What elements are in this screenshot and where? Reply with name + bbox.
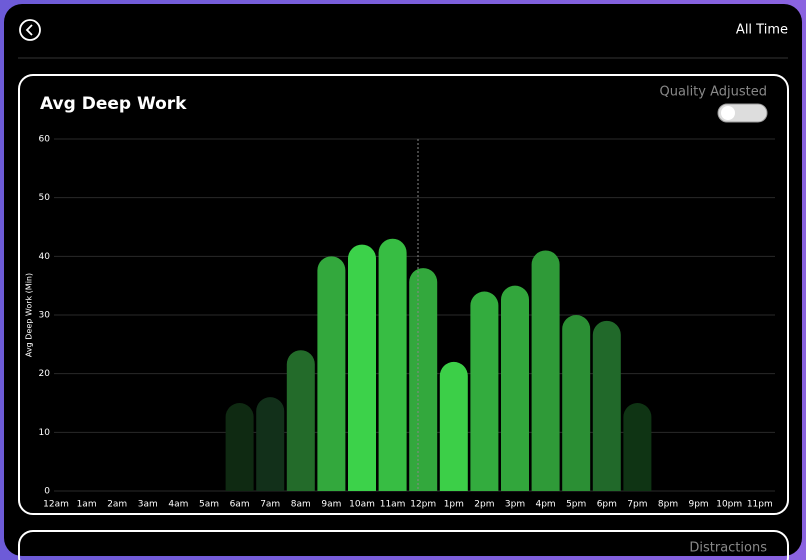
toggle-label: Quality Adjusted: [660, 85, 767, 100]
x-tick-label: 10pm: [716, 500, 742, 510]
x-tick-label: 4pm: [535, 500, 555, 510]
x-tick-label: 1am: [77, 500, 97, 510]
x-tick-label: 9am: [321, 500, 341, 510]
y-tick-label: 50: [39, 193, 51, 203]
bar: [225, 403, 254, 491]
bar: [470, 291, 499, 491]
bar: [256, 397, 285, 491]
bar: [562, 315, 591, 491]
y-tick-label: 40: [39, 252, 51, 262]
x-tick-label: 3am: [138, 500, 158, 510]
x-tick-label: 6am: [230, 500, 250, 510]
y-tick-label: 30: [39, 311, 51, 321]
x-tick-label: 10am: [349, 500, 375, 510]
x-tick-label: 11pm: [747, 500, 773, 510]
y-tick-label: 20: [39, 369, 51, 379]
bar: [623, 403, 652, 491]
bar: [592, 320, 621, 491]
x-tick-label: 11am: [380, 500, 406, 510]
next-card: [18, 530, 789, 560]
next-card-label: Distractions: [689, 541, 767, 556]
bar: [439, 361, 468, 491]
range-selector[interactable]: All Time: [736, 23, 788, 38]
toggle[interactable]: [717, 103, 768, 123]
bar: [501, 285, 529, 491]
bar: [286, 350, 315, 491]
bar: [378, 238, 407, 491]
x-tick-label: 8pm: [658, 500, 678, 510]
x-tick-label: 2am: [107, 500, 127, 510]
chart-card: [18, 74, 789, 515]
x-tick-label: 4am: [168, 500, 188, 510]
x-tick-label: 12am: [43, 500, 69, 510]
y-tick-label: 0: [44, 487, 50, 497]
chart-title: Avg Deep Work: [40, 94, 187, 114]
y-tick-label: 60: [39, 135, 51, 145]
bar: [409, 268, 438, 491]
x-tick-label: 3pm: [505, 500, 525, 510]
bar: [348, 244, 376, 491]
x-tick-label: 5am: [199, 500, 219, 510]
x-tick-label: 12pm: [410, 500, 436, 510]
y-tick-label: 10: [39, 428, 51, 438]
bar: [531, 250, 560, 491]
x-tick-label: 9pm: [688, 500, 708, 510]
y-axis-label: Avg Deep Work (Min): [25, 273, 34, 357]
x-tick-label: 7pm: [627, 500, 647, 510]
x-tick-label: 8am: [291, 500, 311, 510]
bar: [317, 256, 346, 491]
x-tick-label: 2pm: [474, 500, 494, 510]
x-tick-label: 6pm: [597, 500, 617, 510]
back-button[interactable]: [19, 19, 41, 41]
x-tick-label: 7am: [260, 500, 280, 510]
x-tick-label: 1pm: [444, 500, 464, 510]
x-tick-label: 5pm: [566, 500, 586, 510]
